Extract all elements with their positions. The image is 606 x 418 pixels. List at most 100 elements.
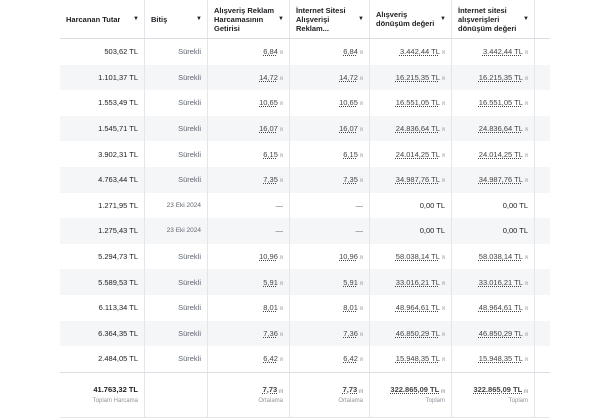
cell-value[interactable]: 7,35 [263,175,278,185]
total-spent: 41.763,32 TL Toplam Harcama [60,372,145,417]
cell-value[interactable]: 24.014,25 TL [395,149,440,159]
cell-value[interactable]: 58.038,14 TL [395,252,440,262]
info-icon: [i] [359,126,363,132]
cell-value: Sürekli [178,277,201,287]
info-icon: [i] [279,100,283,106]
info-icon: [i] [279,356,283,362]
cell-value: — [275,226,284,236]
cell-value[interactable]: 16,07 [259,124,278,134]
cell-value[interactable]: 33.016,21 TL [395,277,440,287]
cell-value: Sürekli [178,98,201,108]
cell-web-roas: 6,15 [i] [290,141,370,167]
cell-value[interactable]: 33.016,21 TL [478,277,523,287]
header-label: İnternet Sitesi Alışverişi Reklam... [296,5,346,33]
cell-value[interactable]: 58.038,14 TL [478,252,523,262]
sort-caret-icon[interactable]: ▼ [358,15,364,22]
cell-value: 5.294,73 TL [98,252,138,262]
column-header-web-roas[interactable]: İnternet Sitesi Alışverişi Reklam... ▼ [290,0,370,38]
cell-value[interactable]: 10,65 [259,98,278,108]
cell-value[interactable]: 6,42 [343,354,358,364]
cell-value[interactable]: 10,65 [339,98,358,108]
cell-value[interactable]: 7,36 [263,328,278,338]
column-header-end[interactable]: Bitiş ▼ [145,0,208,38]
info-icon: [i] [359,151,363,157]
cell-roas: 14,72 [i] [208,64,290,91]
sort-caret-icon[interactable]: ▼ [523,15,529,22]
column-header-conversion-value[interactable]: Alışveriş dönüşüm değeri ▼ [370,0,452,38]
cell-web-roas: 7,36 [i] [290,320,370,347]
cell-value[interactable]: 3.442,44 TL [482,47,523,57]
cell-value[interactable]: 16.551,05 TL [478,98,523,108]
cell-value[interactable]: 8,01 [263,303,278,313]
total-value[interactable]: 7,73 [342,385,358,395]
cell-value: Sürekli [178,47,201,57]
cell-value[interactable]: 7,35 [343,175,358,185]
cell-value[interactable]: 6,84 [263,47,278,57]
column-header-web-conversion-value[interactable]: İnternet sitesi alışverişleri dönüşüm de… [452,0,535,38]
column-header-spent[interactable]: Harcanan Tutar ▼ [60,0,145,38]
cell-value[interactable]: 14,72 [259,72,278,82]
cell-value[interactable]: 6,84 [343,47,358,57]
cell-value: — [355,226,364,236]
cell-value[interactable]: 15.948,35 TL [478,354,523,364]
cell-value[interactable]: 10,96 [339,252,358,262]
total-value[interactable]: 322.865,09 TL [473,385,523,395]
cell-value[interactable]: 24.836,64 TL [478,124,523,134]
total-value[interactable]: 7,73 [262,385,278,395]
cell-value[interactable]: 6,15 [263,149,278,159]
cell-web-roas: — [290,218,370,244]
cell-value: Sürekli [178,72,201,82]
cell-value[interactable]: 34.987,76 TL [478,175,523,185]
info-icon: [i] [441,279,445,285]
cell-roas: 10,65 [i] [208,90,290,116]
total-value[interactable]: 322.865,09 TL [390,385,440,395]
cell-value[interactable]: 46.850,29 TL [478,328,523,338]
sort-caret-icon[interactable]: ▼ [278,15,284,22]
cell-web-roas: 6,84 [i] [290,39,370,65]
cell-value[interactable]: 16.215,35 TL [478,72,523,82]
cell-value[interactable]: 5,91 [263,277,278,287]
cell-value[interactable]: 16,07 [339,124,358,134]
sort-caret-icon[interactable]: ▼ [133,15,139,22]
table-row: 1.275,43 TL 23 Eki 2024 — — 0,00 TL 0,00 TL [60,218,550,244]
cell-web-roas: — [290,192,370,219]
cell-value: Sürekli [178,149,201,159]
cell-end: Sürekli [145,141,208,167]
cell-value[interactable]: 5,91 [343,277,358,287]
cell-value: 16.551,05 TL [i] [370,90,452,116]
cell-value[interactable]: 34.987,76 TL [395,175,440,185]
cell-value[interactable]: 24.836,64 TL [395,124,440,134]
cell-value[interactable]: 8,01 [343,303,358,313]
cell-spent: 1.553,49 TL [60,90,145,116]
cell-value[interactable]: 16.551,05 TL [395,98,440,108]
cell-value[interactable]: 16.215,35 TL [395,72,440,82]
cell-value[interactable]: 6,42 [263,354,278,364]
cell-value[interactable]: 46.850,29 TL [395,328,440,338]
sort-caret-icon[interactable]: ▼ [196,15,202,22]
cell-value: 34.987,76 TL [i] [370,166,452,193]
cell-value[interactable]: 7,36 [343,328,358,338]
cell-value: 4.763,44 TL [98,175,138,185]
info-icon: [i] [359,356,363,362]
info-icon: [i] [359,49,363,55]
cell-value[interactable]: 24.014,25 TL [478,149,523,159]
total-label: Ortalama [258,398,283,405]
table-body: 503,62 TL Sürekli 6,84 [i] 6,84 [i] 3.442,44 T… [60,39,550,372]
info-icon: [i] [359,254,363,260]
cell-spent: 2.484,05 TL [60,346,145,372]
cell-value[interactable]: 48.964,61 TL [478,303,523,313]
cell-end: 23 Eki 2024 [145,218,208,244]
column-header-roas[interactable]: Alışveriş Reklam Harcamasının Getirisi ▼ [208,0,290,38]
cell-value[interactable]: 3.442,44 TL [399,47,440,57]
cell-value[interactable]: 14,72 [339,72,358,82]
cell-value[interactable]: 15.948,35 TL [395,354,440,364]
ads-results-table: Harcanan Tutar ▼ Bitiş ▼ Alışveriş Reklam … [60,0,550,418]
cell-value: 23 Eki 2024 [166,201,201,209]
cell-value[interactable]: 48.964,61 TL [395,303,440,313]
cell-value[interactable]: 10,96 [259,252,278,262]
cell-spent: 5.589,53 TL [60,269,145,295]
cell-web-value: 46.850,29 TL [i] [452,320,535,347]
cell-value[interactable]: 6,15 [343,149,358,159]
info-icon: [i] [524,330,528,336]
sort-caret-icon[interactable]: ▼ [440,15,446,22]
